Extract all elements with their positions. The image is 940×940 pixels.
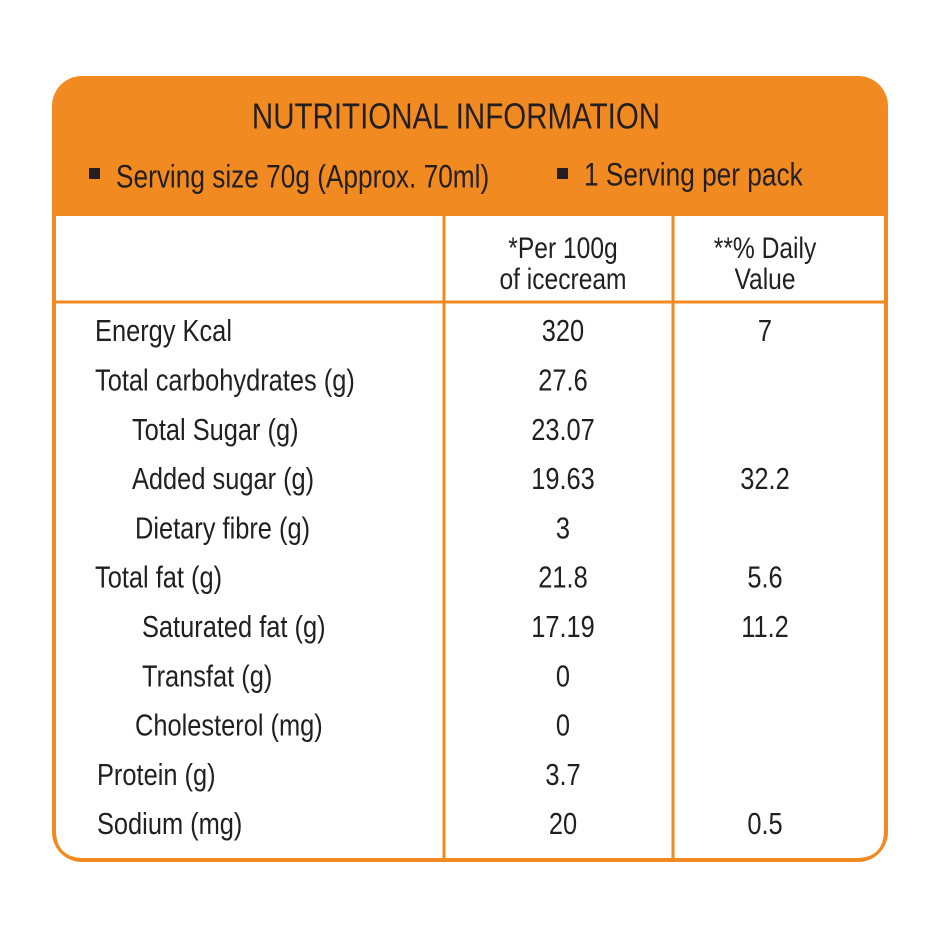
per-100g-value: 23.07 [531, 412, 595, 447]
daily-value: 11.2 [741, 610, 789, 645]
daily-value: 0.5 [747, 807, 782, 842]
serving-size: Serving size 70g (Approx. 70ml) [116, 160, 489, 195]
nutrient-name: Energy Kcal [95, 314, 232, 349]
per-100g-value: 0 [556, 659, 570, 694]
panel-title: NUTRITIONAL INFORMATION [252, 96, 660, 136]
per-100g-value: 20 [549, 807, 577, 842]
nutrient-name: Added sugar (g) [132, 462, 314, 497]
per-100g-value: 17.19 [531, 610, 595, 645]
per-100g-value: 320 [542, 314, 584, 349]
nutrient-name: Saturated fat (g) [142, 610, 326, 645]
column-header: *Per 100g [508, 231, 617, 265]
nutrient-name: Sodium (mg) [97, 807, 242, 842]
table-body [56, 216, 884, 858]
column-header: **% Daily [714, 231, 817, 265]
nutrient-name: Total fat (g) [95, 560, 222, 595]
per-100g-value: 19.63 [531, 462, 595, 497]
per-100g-value: 27.6 [538, 363, 587, 398]
per-100g-value: 0 [556, 708, 570, 743]
nutrient-name: Protein (g) [97, 758, 216, 793]
nutrient-name: Dietary fibre (g) [135, 511, 310, 546]
per-100g-value: 3 [556, 511, 570, 546]
nutrient-name: Total carbohydrates (g) [95, 363, 355, 398]
column-header: of icecream [499, 262, 626, 296]
servings-per-pack: 1 Serving per pack [584, 158, 803, 193]
nutrient-name: Transfat (g) [142, 659, 272, 694]
bullet [557, 168, 568, 179]
per-100g-value: 21.8 [538, 560, 587, 595]
nutrient-name: Total Sugar (g) [132, 412, 299, 447]
daily-value: 5.6 [747, 560, 782, 595]
bullet [89, 168, 100, 179]
daily-value: 7 [758, 314, 772, 349]
column-header: Value [734, 262, 795, 296]
text-layer: NUTRITIONAL INFORMATION Serving size 70g … [95, 96, 817, 842]
daily-value: 32.2 [740, 462, 789, 497]
per-100g-value: 3.7 [545, 758, 580, 793]
nutrient-name: Cholesterol (mg) [135, 708, 323, 743]
